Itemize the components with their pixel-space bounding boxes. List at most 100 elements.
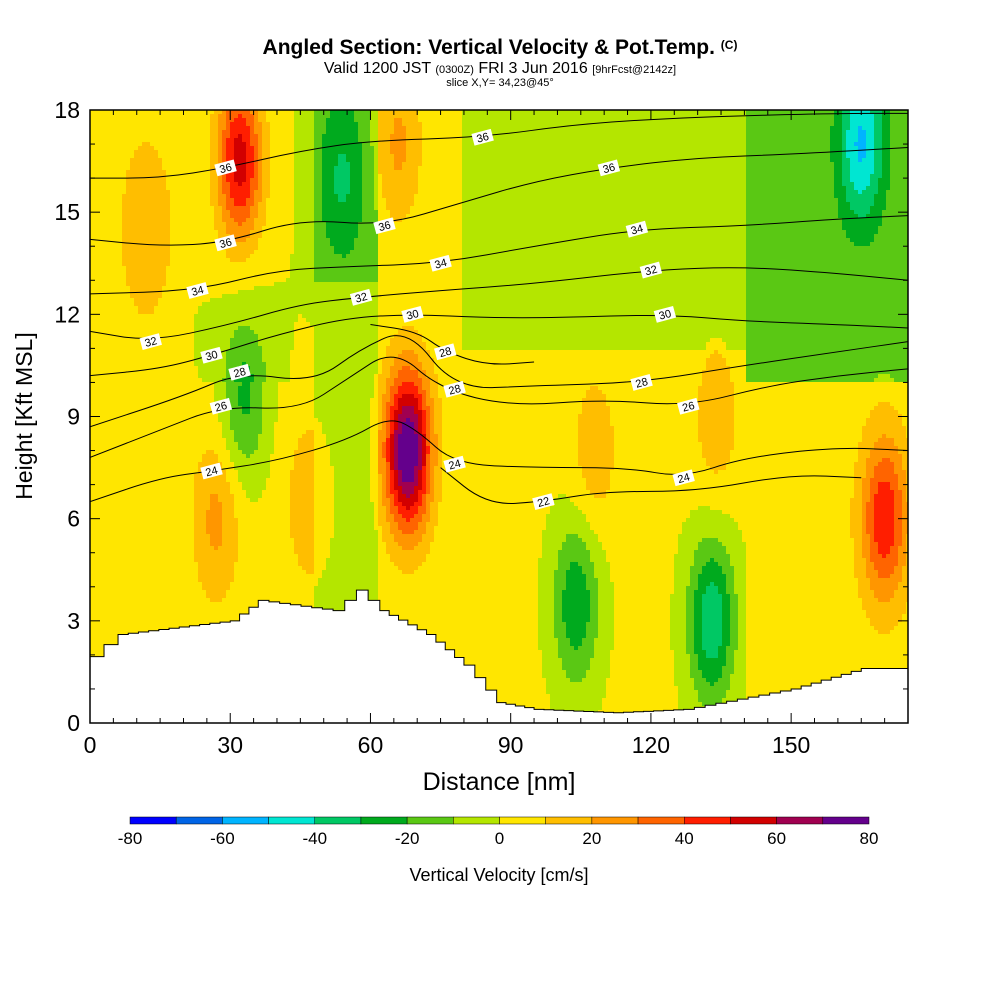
- field-cell: [94, 650, 99, 655]
- field-cell: [138, 114, 143, 119]
- field-cell: [118, 242, 123, 247]
- field-cell: [210, 398, 215, 403]
- field-cell: [170, 502, 175, 507]
- field-cell: [158, 278, 163, 283]
- field-cell: [130, 390, 135, 395]
- field-cell: [182, 466, 187, 471]
- field-cell: [166, 594, 171, 599]
- field-cell: [126, 382, 131, 387]
- field-cell: [106, 490, 111, 495]
- field-cell: [174, 570, 179, 575]
- field-cell: [202, 506, 207, 511]
- field-cell: [110, 618, 115, 623]
- field-cell: [166, 614, 171, 619]
- field-cell: [202, 258, 207, 263]
- field-cell: [194, 622, 199, 627]
- field-cell: [146, 194, 151, 199]
- field-cell: [206, 242, 211, 247]
- field-cell: [146, 458, 151, 463]
- field-cell: [98, 614, 103, 619]
- field-cell: [166, 178, 171, 183]
- field-cell: [98, 602, 103, 607]
- field-cell: [206, 406, 211, 411]
- field-cell: [114, 254, 119, 259]
- field-cell: [210, 314, 215, 319]
- field-cell: [206, 590, 211, 595]
- field-cell: [142, 182, 147, 187]
- field-cell: [170, 542, 175, 547]
- field-cell: [198, 238, 203, 243]
- field-cell: [114, 410, 119, 415]
- field-cell: [94, 286, 99, 291]
- field-cell: [98, 318, 103, 323]
- field-cell: [150, 482, 155, 487]
- field-cell: [186, 594, 191, 599]
- field-cell: [194, 398, 199, 403]
- field-cell: [138, 626, 143, 631]
- field-cell: [118, 202, 123, 207]
- field-cell: [126, 398, 131, 403]
- field-cell: [106, 342, 111, 347]
- field-cell: [154, 402, 159, 407]
- field-cell: [122, 262, 127, 267]
- field-cell: [166, 506, 171, 511]
- field-cell: [134, 594, 139, 599]
- field-cell: [162, 442, 167, 447]
- field-cell: [146, 522, 151, 527]
- field-cell: [214, 482, 219, 487]
- field-cell: [102, 186, 107, 191]
- field-cell: [186, 518, 191, 523]
- field-cell: [110, 358, 115, 363]
- field-cell: [174, 298, 179, 303]
- field-cell: [146, 482, 151, 487]
- field-cell: [106, 402, 111, 407]
- field-cell: [194, 618, 199, 623]
- field-cell: [210, 162, 215, 167]
- field-cell: [178, 610, 183, 615]
- field-cell: [206, 198, 211, 203]
- field-cell: [110, 546, 115, 551]
- field-cell: [130, 318, 135, 323]
- field-cell: [150, 114, 155, 119]
- field-cell: [150, 530, 155, 535]
- field-cell: [206, 374, 211, 379]
- field-cell: [162, 198, 167, 203]
- field-cell: [178, 322, 183, 327]
- field-cell: [194, 574, 199, 579]
- field-cell: [106, 274, 111, 279]
- field-cell: [146, 374, 151, 379]
- field-cell: [170, 406, 175, 411]
- field-cell: [94, 598, 99, 603]
- field-cell: [194, 594, 199, 599]
- field-cell: [122, 326, 127, 331]
- field-cell: [126, 170, 131, 175]
- field-cell: [110, 386, 115, 391]
- field-cell: [214, 270, 219, 275]
- field-cell: [194, 454, 199, 459]
- field-cell: [206, 286, 211, 291]
- field-cell: [130, 346, 135, 351]
- field-cell: [170, 154, 175, 159]
- field-cell: [138, 326, 143, 331]
- field-cell: [154, 422, 159, 427]
- field-cell: [150, 622, 155, 627]
- field-cell: [118, 378, 123, 383]
- field-cell: [102, 370, 107, 375]
- field-cell: [150, 314, 155, 319]
- field-cell: [142, 594, 147, 599]
- field-cell: [154, 598, 159, 603]
- field-cell: [134, 362, 139, 367]
- field-cell: [162, 378, 167, 383]
- field-cell: [150, 198, 155, 203]
- field-cell: [178, 382, 183, 387]
- field-cell: [170, 206, 175, 211]
- field-cell: [162, 230, 167, 235]
- field-cell: [98, 594, 103, 599]
- field-cell: [134, 142, 139, 147]
- field-cell: [174, 194, 179, 199]
- field-cell: [214, 138, 219, 143]
- field-cell: [154, 530, 159, 535]
- field-cell: [114, 558, 119, 563]
- field-cell: [194, 266, 199, 271]
- field-cell: [186, 410, 191, 415]
